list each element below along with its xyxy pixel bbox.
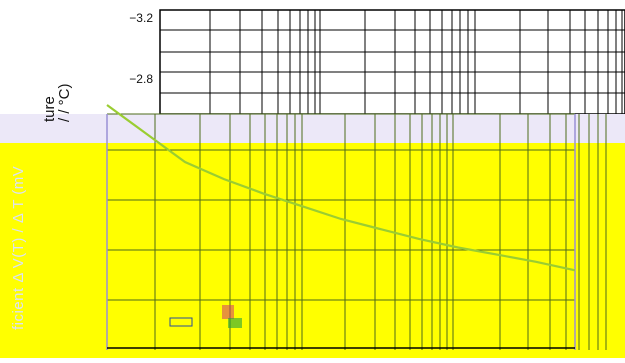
top-y-axis-label: ture / / °C) <box>41 83 73 123</box>
top-y-axis-label-line: ture <box>41 96 58 122</box>
top-plot-area <box>159 9 625 115</box>
top-y-axis-label-line: / / °C) <box>56 83 73 123</box>
overlay-band <box>0 114 625 144</box>
top-y-tick-label: −2.8 <box>129 72 153 86</box>
bottom-y-axis-label: ficient Δ V(T) / Δ T (mV <box>10 165 27 330</box>
top-y-tick-label: −3.2 <box>129 11 153 25</box>
legend-artifacts <box>169 305 242 328</box>
top-grid <box>159 10 625 114</box>
series-line <box>106 104 576 272</box>
